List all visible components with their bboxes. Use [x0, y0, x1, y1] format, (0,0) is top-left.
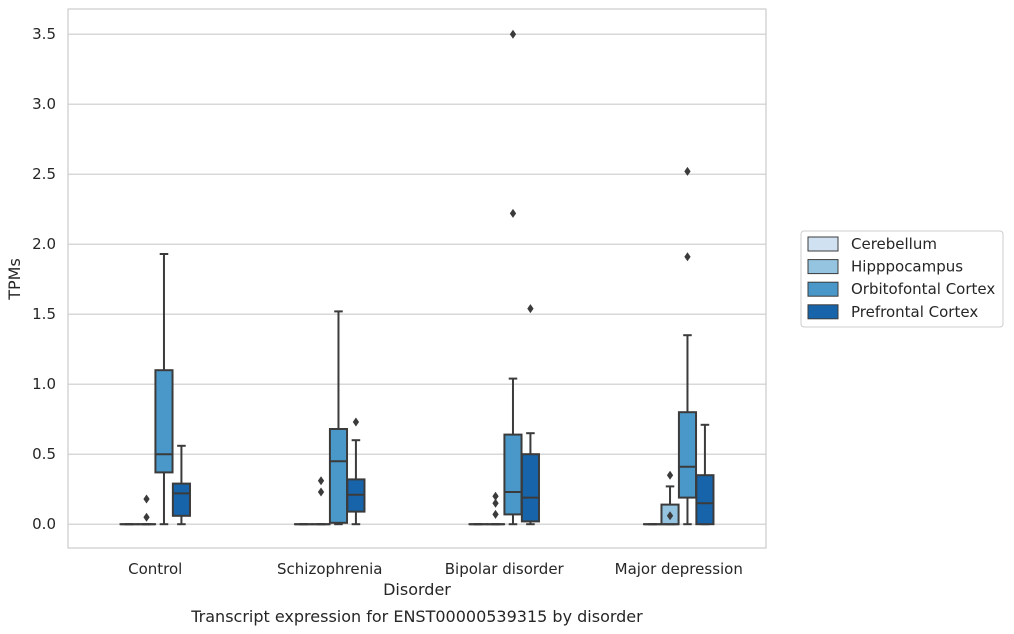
y-tick-label: 1.0 [32, 375, 56, 393]
legend-swatch [807, 304, 839, 320]
box [154, 253, 174, 526]
legend-swatch [807, 281, 839, 297]
x-tick-label: Schizophrenia [277, 560, 382, 578]
outlier-point [143, 494, 150, 504]
y-tick-label: 3.5 [32, 25, 56, 43]
x-tick-labels: Control Schizophrenia Bipolar disorder Majo… [128, 560, 743, 578]
outlier-point [143, 512, 150, 522]
x-tick-label: Bipolar disorder [445, 560, 565, 578]
y-tick-label: 0.0 [32, 515, 56, 533]
legend-swatch [807, 236, 839, 252]
box [677, 334, 698, 526]
y-tick-labels: 0.0 0.5 1.0 1.5 2.0 2.5 3.0 3.5 [32, 25, 56, 533]
y-tick-label: 1.5 [32, 305, 56, 323]
box-body [677, 411, 698, 499]
legend-label: Cerebellum [851, 235, 937, 253]
outlier-point [492, 509, 499, 519]
outlier-point [317, 476, 325, 486]
outlier-point [666, 511, 674, 521]
outlier-point [352, 417, 360, 427]
box [520, 432, 540, 526]
y-tick-label: 0.5 [32, 445, 56, 463]
box [171, 444, 191, 526]
box-body [520, 453, 540, 523]
plot-background [68, 9, 766, 548]
legend-frame [800, 230, 1004, 328]
legend-swatch [807, 259, 839, 275]
legend-label: Orbitofontal Cortex [851, 280, 995, 298]
y-tick-label: 2.0 [32, 235, 56, 253]
box-body [695, 474, 715, 526]
outlier-point [684, 166, 691, 176]
outlier-point [509, 208, 517, 218]
outlier-point [684, 252, 691, 262]
box [695, 423, 715, 526]
box-body [328, 428, 349, 524]
outlier-point [509, 29, 517, 39]
plot-frame [67, 8, 767, 549]
outlier-point [492, 498, 499, 508]
outlier-point [492, 491, 499, 501]
outlier-point [527, 304, 534, 314]
x-tick-label: Control [128, 560, 182, 578]
y-tick-label: 3.0 [32, 95, 56, 113]
y-tick-label: 2.5 [32, 165, 56, 183]
y-axis-label: TPMs [5, 258, 24, 301]
box-body [154, 369, 174, 474]
boxes-layer [119, 29, 715, 526]
x-axis-label: Disorder [383, 580, 451, 599]
outlier-point [666, 470, 674, 480]
outlier-point [317, 487, 325, 497]
chart-caption: Transcript expression for ENST0000053931… [190, 607, 643, 626]
box [346, 439, 366, 526]
box-body [171, 482, 191, 517]
box-body [503, 433, 523, 516]
legend: Cerebellum Hipppocampus Orbitofontal Corte… [800, 230, 1004, 328]
box [328, 310, 349, 526]
legend-label: Hipppocampus [851, 258, 963, 276]
legend-label: Prefrontal Cortex [851, 303, 978, 321]
x-tick-label: Major depression [615, 560, 743, 578]
